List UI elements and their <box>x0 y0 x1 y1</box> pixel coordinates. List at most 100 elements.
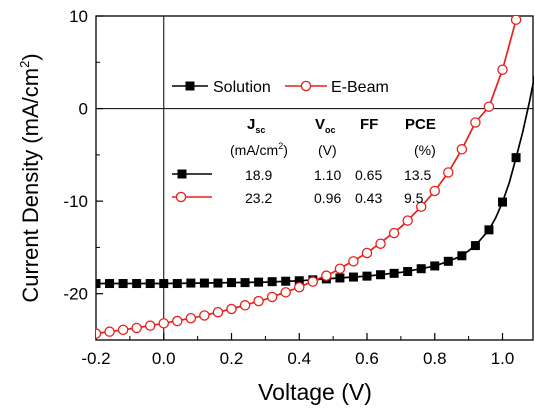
data-point-solution <box>267 277 277 287</box>
data-point-e-beam <box>266 291 278 303</box>
table-ebeam-pce: 9.5 <box>404 190 424 206</box>
data-point-e-beam <box>402 215 413 226</box>
data-point-e-beam <box>307 276 319 287</box>
data-point-solution <box>118 279 128 289</box>
data-point-e-beam <box>96 328 102 339</box>
table-ebeam-ff: 0.43 <box>355 190 382 206</box>
x-tick-label: 0.6 <box>355 349 379 368</box>
legend-ebeam-marker <box>300 80 312 92</box>
data-point-e-beam <box>239 300 251 311</box>
jsc-main: J <box>247 116 255 133</box>
x-tick-label: 0.4 <box>287 349 311 368</box>
legend-ebeam-label: E-Beam <box>331 79 389 96</box>
data-point-e-beam <box>104 326 115 337</box>
data-point-solution <box>172 279 182 289</box>
data-point-e-beam <box>185 312 197 324</box>
table-unit-pce: (%) <box>414 142 436 158</box>
data-point-solution <box>105 279 115 289</box>
data-point-solution <box>376 270 386 280</box>
data-point-e-beam <box>253 295 264 307</box>
data-point-e-beam <box>361 247 373 259</box>
x-tick-label: 1.0 <box>491 349 515 368</box>
data-point-solution <box>362 271 372 281</box>
data-point-e-beam <box>172 315 183 327</box>
table-unit-voc: (V) <box>318 142 337 158</box>
data-point-solution <box>227 278 237 288</box>
legend-solution-marker <box>185 81 195 91</box>
unit-jsc-sup: 2 <box>278 141 283 151</box>
data-point-solution <box>199 278 209 288</box>
data-point-e-beam <box>375 238 386 249</box>
data-point-e-beam <box>443 167 454 178</box>
legend: Solution E-Beam <box>172 79 389 96</box>
data-point-solution <box>457 251 467 261</box>
y-axis-title-tail: ) <box>18 53 43 60</box>
data-point-solution <box>511 153 521 163</box>
jsc-sub: sc <box>255 125 265 135</box>
data-point-solution <box>186 278 196 288</box>
data-point-e-beam <box>212 306 224 318</box>
x-tick-label: 0.0 <box>152 349 176 368</box>
unit-jsc-tail: ) <box>283 142 288 158</box>
table-unit-jsc: (mA/cm2) <box>230 141 288 158</box>
data-point-solution <box>213 278 223 288</box>
y-tick-label: 0 <box>79 100 88 119</box>
y-tick-label: -20 <box>63 285 88 304</box>
data-point-solution <box>389 268 399 278</box>
data-point-solution <box>132 279 142 289</box>
table-header-ff: FF <box>360 116 378 133</box>
y-axis-ticks: -20 -10 0 10 <box>63 7 103 341</box>
data-point-e-beam <box>321 270 332 281</box>
series-line-solution <box>96 74 534 285</box>
voc-sub: oc <box>325 125 336 135</box>
data-point-e-beam <box>510 16 522 25</box>
table-header-pce: PCE <box>405 116 436 133</box>
table-header-jsc: Jsc <box>247 116 265 135</box>
data-point-e-beam <box>158 318 170 329</box>
data-point-solution <box>240 278 250 288</box>
data-point-e-beam <box>131 322 142 334</box>
table-header-voc: Voc <box>315 116 336 135</box>
x-axis-ticks: -0.2 0.0 0.2 0.4 0.6 0.8 1.0 <box>81 333 514 368</box>
table-solution-pce: 13.5 <box>404 167 431 183</box>
table-solution-jsc: 18.9 <box>245 167 272 183</box>
y-tick-label: -10 <box>63 192 88 211</box>
table-solution-voc: 1.10 <box>314 167 341 183</box>
data-point-e-beam <box>117 324 129 336</box>
data-point-solution <box>294 276 304 286</box>
data-point-e-beam <box>388 227 400 239</box>
data-point-e-beam <box>280 287 291 298</box>
table-row-ebeam-marker <box>175 191 187 203</box>
data-point-e-beam <box>226 303 237 315</box>
data-point-solution <box>484 225 494 235</box>
data-point-e-beam <box>144 320 156 331</box>
data-point-e-beam <box>294 281 305 293</box>
data-point-solution <box>254 277 264 287</box>
x-tick-label: 0.8 <box>423 349 447 368</box>
data-point-solution <box>416 264 426 274</box>
data-point-solution <box>498 197 508 207</box>
data-point-solution <box>430 261 440 271</box>
x-axis-title: Voltage (V) <box>258 379 372 405</box>
data-point-solution <box>470 241 480 251</box>
x-tick-label: 0.2 <box>220 349 244 368</box>
data-point-solution <box>335 273 345 283</box>
data-point-solution <box>159 279 169 289</box>
data-point-solution <box>145 279 155 289</box>
y-tick-label: 10 <box>69 7 88 26</box>
x-tick-label: -0.2 <box>81 349 110 368</box>
table-ebeam-voc: 0.96 <box>314 190 341 206</box>
data-point-solution <box>403 266 413 276</box>
data-point-e-beam <box>470 117 481 128</box>
data-point-solution <box>348 272 358 282</box>
data-point-e-beam <box>483 101 495 112</box>
data-point-e-beam <box>456 144 468 155</box>
y-axis-title-sup: 2 <box>17 61 32 68</box>
table-ebeam-jsc: 23.2 <box>245 190 272 206</box>
data-point-e-beam <box>415 201 427 212</box>
data-point-e-beam <box>429 185 441 197</box>
data-point-solution <box>443 256 453 266</box>
performance-table: Jsc Voc FF PCE (mA/cm2) (V) (%) 18.9 1.1… <box>172 116 436 206</box>
data-point-solution <box>96 279 101 289</box>
